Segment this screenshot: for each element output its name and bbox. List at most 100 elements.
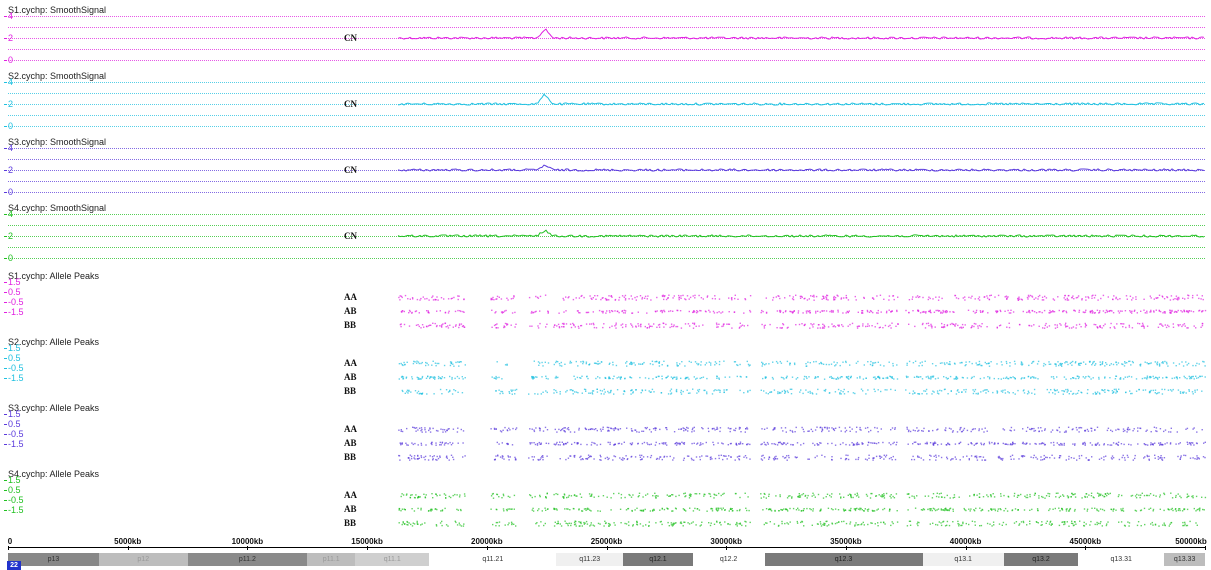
- allele-peak-point: [1061, 521, 1063, 523]
- allele-peak-point: [675, 444, 678, 446]
- allele-peak-dots: [398, 426, 1206, 461]
- allele-peak-point: [877, 442, 880, 444]
- allele-peak-point: [542, 456, 544, 459]
- allele-peak-point: [428, 324, 431, 326]
- allele-peak-point: [631, 430, 634, 432]
- allele-peak-point: [812, 508, 814, 510]
- ideogram-band-q13-1[interactable]: q13.1: [922, 553, 1004, 566]
- allele-peak-point: [843, 393, 846, 395]
- ideogram-band-p11-2[interactable]: p11.2: [187, 553, 308, 566]
- ideogram-band-q12-2[interactable]: q12.2: [692, 553, 765, 566]
- allele-peak-point: [1133, 428, 1135, 430]
- allele-track[interactable]: S3.cychp: Allele Peaks 1.5 0.5 -0.5 -1.5 AA AB…: [0, 403, 1211, 469]
- allele-peak-point: [1112, 442, 1115, 444]
- ideogram-band-q13-2[interactable]: q13.2: [1003, 553, 1079, 566]
- ideogram-band-q11-23[interactable]: q11.23: [556, 553, 624, 566]
- allele-peak-point: [542, 459, 544, 461]
- allele-track[interactable]: S1.cychp: Allele Peaks 1.5 0.5 -0.5 -1.5 AA AB…: [0, 271, 1211, 337]
- allele-peak-point: [785, 443, 787, 446]
- chromosome-badge[interactable]: 22: [7, 561, 21, 570]
- allele-peak-point: [507, 455, 509, 457]
- allele-peak-point: [1148, 390, 1151, 393]
- allele-peak-point: [986, 522, 989, 525]
- allele-peak-point: [442, 323, 444, 325]
- allele-peak-point: [861, 310, 863, 312]
- allele-peak-point: [1073, 377, 1075, 379]
- allele-peak-point: [1053, 377, 1055, 380]
- allele-peak-point: [1124, 376, 1126, 378]
- allele-peak-point: [835, 427, 837, 429]
- ideogram-band-p13[interactable]: p13: [8, 553, 99, 566]
- allele-peak-point: [682, 525, 684, 527]
- allele-peak-point: [1156, 297, 1158, 299]
- allele-peak-point: [1043, 362, 1045, 365]
- allele-peak-point: [1031, 295, 1033, 297]
- chromosome-ideogram[interactable]: p13 p12 p11.2 p11.1 q11.1 q11.21 q11.23 q12.1 q1…: [8, 553, 1205, 566]
- allele-peak-point: [619, 378, 622, 380]
- allele-peak-point: [439, 325, 441, 327]
- allele-peak-point: [794, 456, 796, 458]
- allele-peak-point: [665, 442, 667, 444]
- allele-peak-point: [916, 495, 918, 497]
- allele-peak-point: [724, 509, 726, 511]
- ideogram-band-p11-1[interactable]: p11.1: [307, 553, 356, 566]
- allele-peak-point: [596, 391, 599, 393]
- allele-peak-point: [1106, 363, 1108, 366]
- allele-peak-point: [850, 507, 852, 510]
- allele-peak-point: [646, 298, 648, 300]
- ideogram-band-q12-3[interactable]: q12.3: [764, 553, 923, 566]
- allele-peak-point: [632, 525, 634, 527]
- allele-peak-point: [630, 389, 632, 392]
- allele-peak-point: [528, 457, 530, 459]
- allele-peak-point: [1080, 326, 1082, 328]
- allele-peak-point: [694, 493, 696, 495]
- signal-track[interactable]: S1.cychp: SmoothSignal 4 2 0 CN: [0, 5, 1211, 71]
- allele-peak-point: [533, 429, 535, 431]
- allele-peak-point: [515, 428, 517, 431]
- allele-peak-point: [398, 508, 401, 510]
- allele-peak-point: [1022, 390, 1025, 392]
- allele-peak-point: [433, 455, 435, 457]
- allele-peak-point: [852, 443, 855, 445]
- ideogram-band-q11-21[interactable]: q11.21: [429, 553, 557, 566]
- allele-peak-point: [1022, 520, 1025, 523]
- allele-peak-point: [802, 392, 804, 395]
- allele-peak-point: [693, 459, 695, 461]
- signal-track[interactable]: S4.cychp: SmoothSignal 4 2 0 CN: [0, 203, 1211, 269]
- allele-peak-point: [834, 444, 837, 446]
- ideogram-band-p12[interactable]: p12: [98, 553, 188, 566]
- allele-peak-point: [655, 522, 657, 524]
- allele-peak-point: [1059, 455, 1062, 457]
- allele-peak-point: [965, 364, 967, 366]
- allele-track[interactable]: S2.cychp: Allele Peaks 1.5 0.5 -0.5 -1.5 AA AB…: [0, 337, 1211, 403]
- allele-peak-point: [1078, 431, 1080, 433]
- allele-peak-point: [409, 497, 412, 499]
- allele-peak-point: [1146, 429, 1148, 431]
- allele-peak-point: [1194, 458, 1196, 460]
- allele-peak-point: [572, 322, 574, 325]
- ideogram-band-q13-31[interactable]: q13.31: [1078, 553, 1165, 566]
- allele-peak-point: [946, 509, 948, 511]
- allele-peak-point: [1063, 495, 1065, 497]
- ideogram-band-q12-1[interactable]: q12.1: [623, 553, 693, 566]
- signal-track[interactable]: S3.cychp: SmoothSignal 4 2 0 CN: [0, 137, 1211, 203]
- allele-peak-point: [1118, 521, 1120, 523]
- allele-peak-point: [693, 376, 695, 378]
- allele-peak-point: [1044, 295, 1046, 298]
- allele-peak-point: [661, 507, 663, 510]
- allele-peak-point: [918, 429, 920, 432]
- ideogram-band-q11-1[interactable]: q11.1: [355, 553, 430, 566]
- allele-peak-point: [1079, 520, 1081, 522]
- allele-track[interactable]: S4.cychp: Allele Peaks 1.5 0.5 -0.5 -1.5 AA AB…: [0, 469, 1211, 535]
- allele-peak-point: [691, 442, 693, 445]
- allele-peak-point: [841, 520, 843, 523]
- allele-peak-point: [1062, 521, 1064, 523]
- ideogram-band-q13-33[interactable]: q13.33: [1164, 553, 1205, 566]
- allele-peak-point: [511, 393, 513, 395]
- allele-peak-point: [962, 377, 964, 379]
- allele-peak-point: [415, 310, 418, 312]
- signal-track[interactable]: S2.cychp: SmoothSignal 4 2 0 CN: [0, 71, 1211, 137]
- allele-peak-point: [624, 312, 626, 314]
- allele-peak-point: [1073, 493, 1075, 496]
- allele-peak-point: [896, 510, 898, 512]
